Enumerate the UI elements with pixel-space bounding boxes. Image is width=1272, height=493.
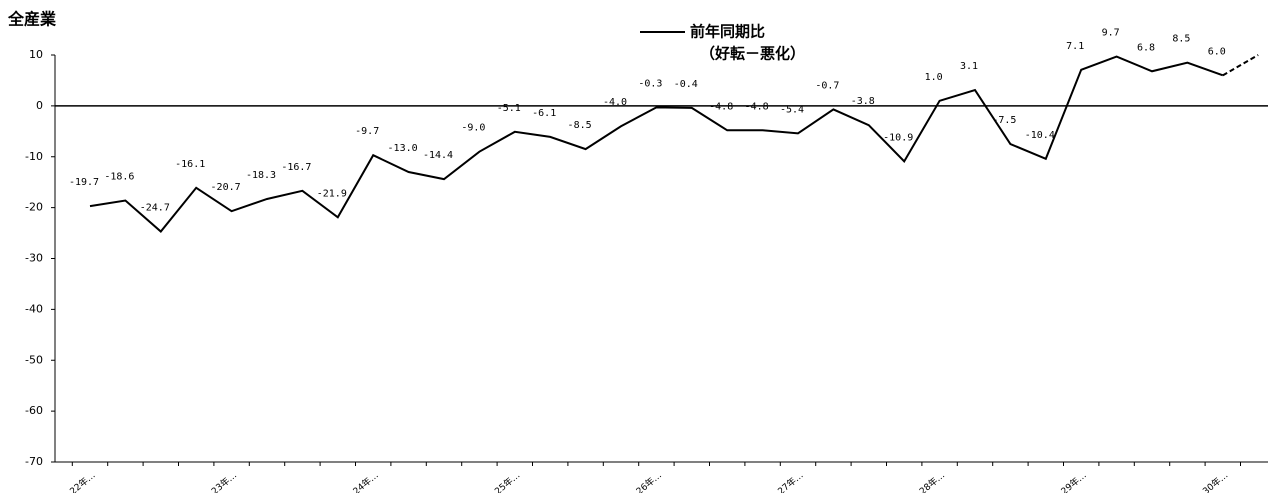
data-label: 6.0 <box>1208 46 1226 57</box>
x-tick-label: 27年… <box>775 469 805 493</box>
data-label: -24.7 <box>140 203 170 214</box>
data-label: -4.0 <box>603 97 627 108</box>
y-tick-label: 0 <box>36 99 43 112</box>
data-label: 3.1 <box>960 61 978 72</box>
data-label: -8.5 <box>568 120 592 131</box>
data-label: -10.9 <box>883 132 913 143</box>
data-label: -4.8 <box>709 101 733 112</box>
x-tick-label: 24年… <box>350 469 380 493</box>
legend-note: （好転－悪化） <box>700 45 805 63</box>
y-tick-label: -20 <box>25 201 43 214</box>
data-label: -16.7 <box>281 162 311 173</box>
data-label: -21.9 <box>317 188 347 199</box>
data-label: -13.0 <box>388 143 418 154</box>
y-tick-label: -70 <box>25 455 43 468</box>
data-label: -3.8 <box>851 96 875 107</box>
data-label: -9.7 <box>355 126 379 137</box>
x-tick-label: 25年… <box>492 469 522 493</box>
x-tick-label: 29年… <box>1058 469 1088 493</box>
y-tick-label: -60 <box>25 404 43 417</box>
data-label: -18.3 <box>246 170 276 181</box>
x-tick-label: 28年… <box>917 469 947 493</box>
data-label: -19.7 <box>69 177 99 188</box>
data-label: -14.4 <box>423 150 453 161</box>
y-tick-label: -40 <box>25 302 43 315</box>
x-tick-label: 22年… <box>67 469 97 493</box>
y-tick-label: -50 <box>25 353 43 366</box>
data-label: -9.0 <box>461 123 485 134</box>
data-label: -7.5 <box>992 115 1016 126</box>
data-label: -10.4 <box>1025 130 1055 141</box>
y-tick-label: -10 <box>25 150 43 163</box>
data-label: -18.6 <box>104 172 134 183</box>
data-label: -16.1 <box>175 159 205 170</box>
data-label: -0.4 <box>674 79 698 90</box>
x-tick-label: 30年… <box>1200 469 1230 493</box>
x-tick-label: 26年… <box>634 469 664 493</box>
data-label: -6.1 <box>532 108 556 119</box>
chart-title: 全産業 <box>7 10 57 29</box>
data-label: 1.0 <box>925 72 943 83</box>
data-label: 7.1 <box>1066 41 1084 52</box>
data-label: -5.1 <box>497 103 521 114</box>
data-label: -0.7 <box>815 80 839 91</box>
y-tick-label: 10 <box>29 48 43 61</box>
forecast-line <box>1222 54 1259 77</box>
legend-label: 前年同期比 <box>690 23 765 41</box>
data-label: 6.8 <box>1137 42 1155 53</box>
y-tick-label: -30 <box>25 252 43 265</box>
x-tick-label: 23年… <box>209 469 239 493</box>
series-line <box>89 55 1224 233</box>
data-label: 8.5 <box>1172 34 1190 45</box>
data-label: -4.8 <box>745 101 769 112</box>
data-label: -20.7 <box>211 182 241 193</box>
data-label: -0.3 <box>638 78 662 89</box>
data-label: -5.4 <box>780 104 804 115</box>
data-label: 9.7 <box>1102 28 1120 39</box>
